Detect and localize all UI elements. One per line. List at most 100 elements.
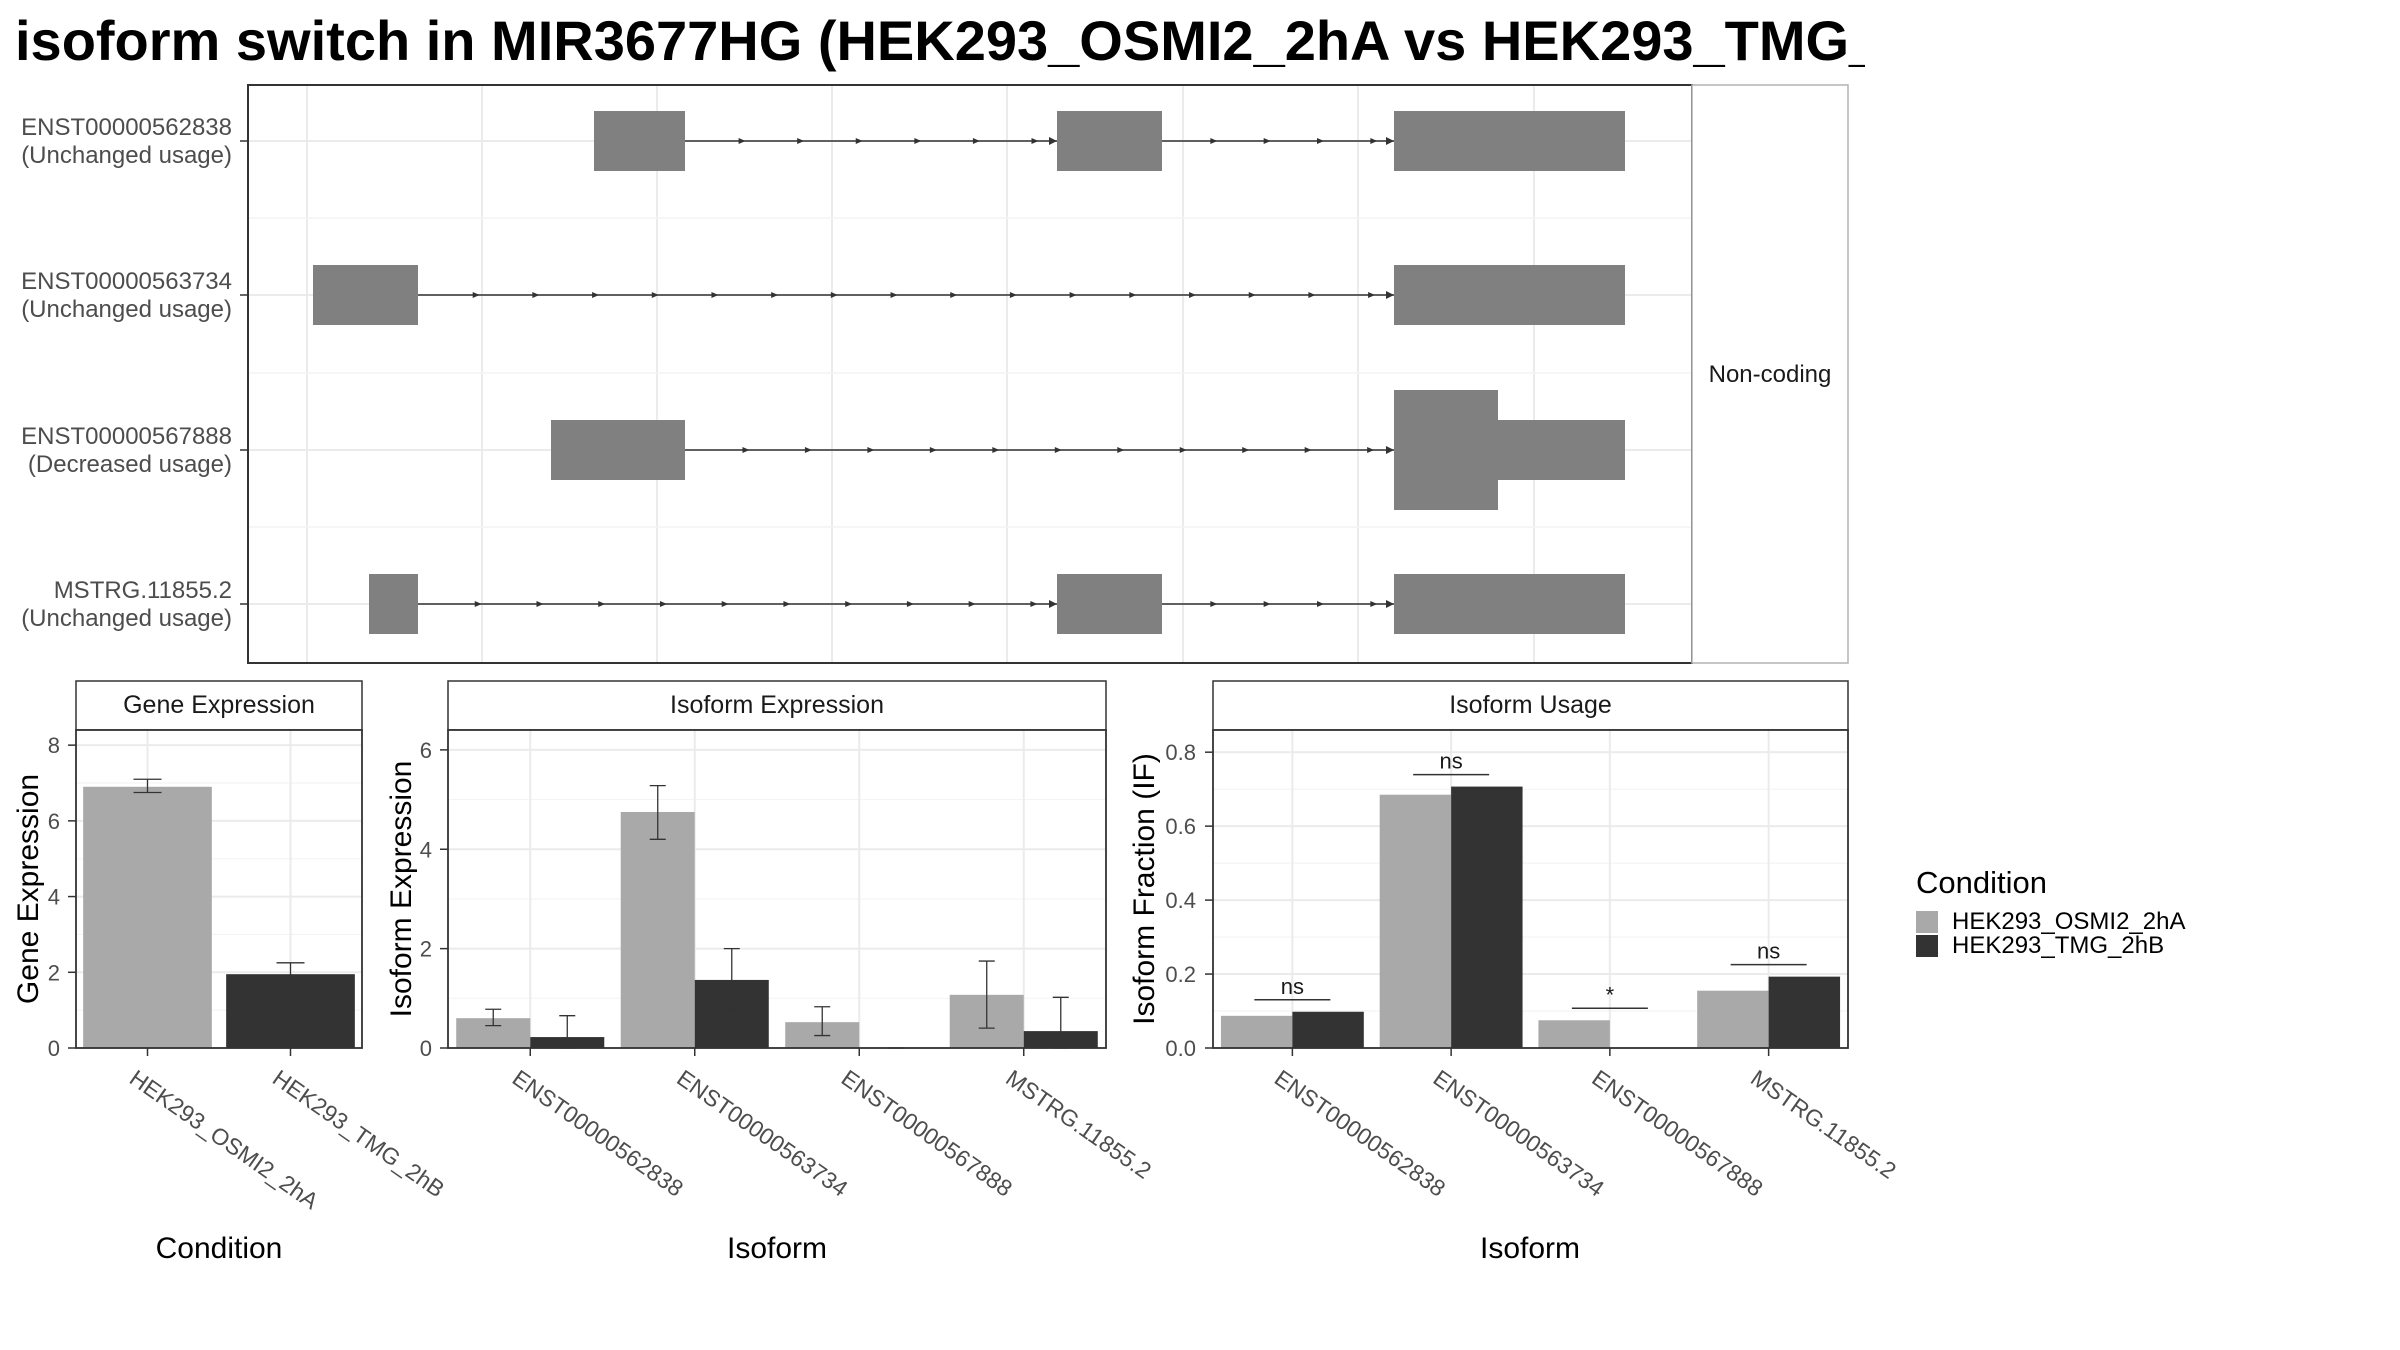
intron-arrow xyxy=(1304,447,1312,453)
y-tick-label: 0.6 xyxy=(1165,814,1196,839)
facet-strip xyxy=(1691,84,1849,664)
intron-arrow xyxy=(598,601,606,607)
exon-block xyxy=(1057,111,1162,171)
y-tick-label: 2 xyxy=(420,937,432,962)
intron-arrow xyxy=(972,138,980,144)
intron-arrow xyxy=(1370,138,1378,144)
exon-block xyxy=(1394,111,1625,171)
y-tick-label: 8 xyxy=(48,733,60,758)
facet-strip-label: Non-coding xyxy=(1709,361,1832,388)
y-tick-label: 0 xyxy=(48,1036,60,1061)
intron-arrow xyxy=(1210,138,1218,144)
exon-block xyxy=(1394,574,1625,634)
significance-label: ns xyxy=(1281,974,1304,999)
intron-arrow xyxy=(742,447,750,453)
intron-arrow xyxy=(1210,601,1218,607)
isoform-model-1 xyxy=(594,111,1625,171)
intron-arrow xyxy=(1308,292,1316,298)
y-tick-label: 0.0 xyxy=(1165,1036,1196,1061)
legend-key xyxy=(1916,911,1938,933)
panel-title: Isoform Usage xyxy=(1449,691,1612,719)
legend-title: Condition xyxy=(1916,865,2047,900)
exon-block xyxy=(1498,420,1625,480)
x-axis-title: Isoform xyxy=(1480,1232,1580,1265)
x-tick-label: ENST00000562838 xyxy=(508,1065,688,1202)
isoform-model-4 xyxy=(369,574,1625,634)
intron-arrow xyxy=(1370,601,1378,607)
x-tick-label: ENST00000562838 xyxy=(1270,1065,1450,1202)
exon-block xyxy=(1394,265,1625,325)
x-tick-label: MSTRG.11855.2 xyxy=(1001,1065,1156,1184)
panel-title: Gene Expression xyxy=(123,691,315,719)
significance-label: ns xyxy=(1440,749,1463,774)
y-tick-label: 4 xyxy=(420,837,432,862)
bar xyxy=(1768,976,1841,1048)
plot-border xyxy=(75,729,363,1049)
legend-label: HEK293_TMG_2hB xyxy=(1952,932,2164,959)
panel-2: Isoform Expression0246ENST00000562838ENS… xyxy=(385,680,1156,1265)
x-tick-label: MSTRG.11855.2 xyxy=(1746,1065,1901,1184)
intron-arrow xyxy=(906,601,914,607)
bar xyxy=(1379,794,1452,1048)
x-tick-label: ENST00000563734 xyxy=(1429,1065,1610,1202)
intron-arrow xyxy=(1242,447,1250,453)
intron-arrow xyxy=(992,447,1000,453)
y-tick-label: 6 xyxy=(48,809,60,834)
intron-arrow xyxy=(855,138,863,144)
figure-title: isoform switch in MIR3677HG (HEK293_OSMI… xyxy=(15,9,1865,72)
y-tick-label: 2 xyxy=(48,960,60,985)
intron-arrow xyxy=(1117,447,1125,453)
intron-arrow xyxy=(1030,601,1038,607)
legend-label: HEK293_OSMI2_2hA xyxy=(1952,908,2185,935)
bar xyxy=(1292,1011,1364,1048)
intron-arrow xyxy=(1317,138,1324,144)
panel-3: Isoform Usage 0.0 0.2 0.4 0.6 0.8 ns ENST000005… xyxy=(1128,680,1901,1265)
intron-arrow xyxy=(592,292,600,298)
isoform-model-2 xyxy=(313,265,1625,325)
intron-arrow xyxy=(1179,447,1187,453)
y-tick-label: 0 xyxy=(420,1036,432,1061)
intron-arrow xyxy=(1069,292,1077,298)
intron-arrow xyxy=(797,138,805,144)
intron-arrow xyxy=(1386,446,1394,454)
intron-arrow xyxy=(1189,292,1197,298)
intron-arrow xyxy=(659,601,667,607)
structure-panel-bg xyxy=(248,85,1692,663)
intron-arrow xyxy=(1263,601,1271,607)
exon-block xyxy=(313,265,418,325)
exon-block xyxy=(1394,390,1498,510)
intron-arrow xyxy=(1367,447,1375,453)
isoform-row-status: (Decreased usage) xyxy=(28,451,232,478)
intron-arrow xyxy=(472,292,480,298)
panel-1: Gene Expression02468HEK293_OSMI2_2hAHEK2… xyxy=(12,680,449,1265)
intron-arrow xyxy=(711,292,719,298)
intron-arrow xyxy=(721,601,729,607)
y-tick-label: 6 xyxy=(420,738,432,763)
isoform-row-status: (Unchanged usage) xyxy=(21,142,232,169)
isoform-row-id: MSTRG.11855.2 xyxy=(54,577,232,604)
exon-block xyxy=(369,574,418,634)
isoform-row-id: ENST00000563734 xyxy=(21,268,232,295)
y-tick-label: 0.4 xyxy=(1165,888,1196,913)
x-tick-label: ENST00000567888 xyxy=(1587,1065,1767,1202)
intron-arrow xyxy=(783,601,791,607)
bar xyxy=(1697,990,1769,1048)
intron-arrow xyxy=(1049,137,1057,145)
intron-arrow xyxy=(1317,601,1324,607)
intron-arrow xyxy=(651,292,659,298)
plot-border xyxy=(447,729,1107,1049)
panel-title-strip xyxy=(1212,680,1849,731)
intron-arrow xyxy=(771,292,779,298)
exon-block xyxy=(551,420,685,480)
isoform-row-status: (Unchanged usage) xyxy=(21,605,232,632)
y-tick-label: 4 xyxy=(48,885,60,910)
isoform-row-id: ENST00000562838 xyxy=(21,114,232,141)
significance-label: ns xyxy=(1757,939,1780,964)
intron-arrow xyxy=(474,601,482,607)
panel-title-strip xyxy=(75,680,363,731)
intron-arrow xyxy=(914,138,922,144)
x-axis-title: Isoform xyxy=(727,1232,827,1265)
intron-arrow xyxy=(929,447,937,453)
y-tick-label: 0.8 xyxy=(1165,740,1196,765)
intron-arrow xyxy=(1248,292,1256,298)
